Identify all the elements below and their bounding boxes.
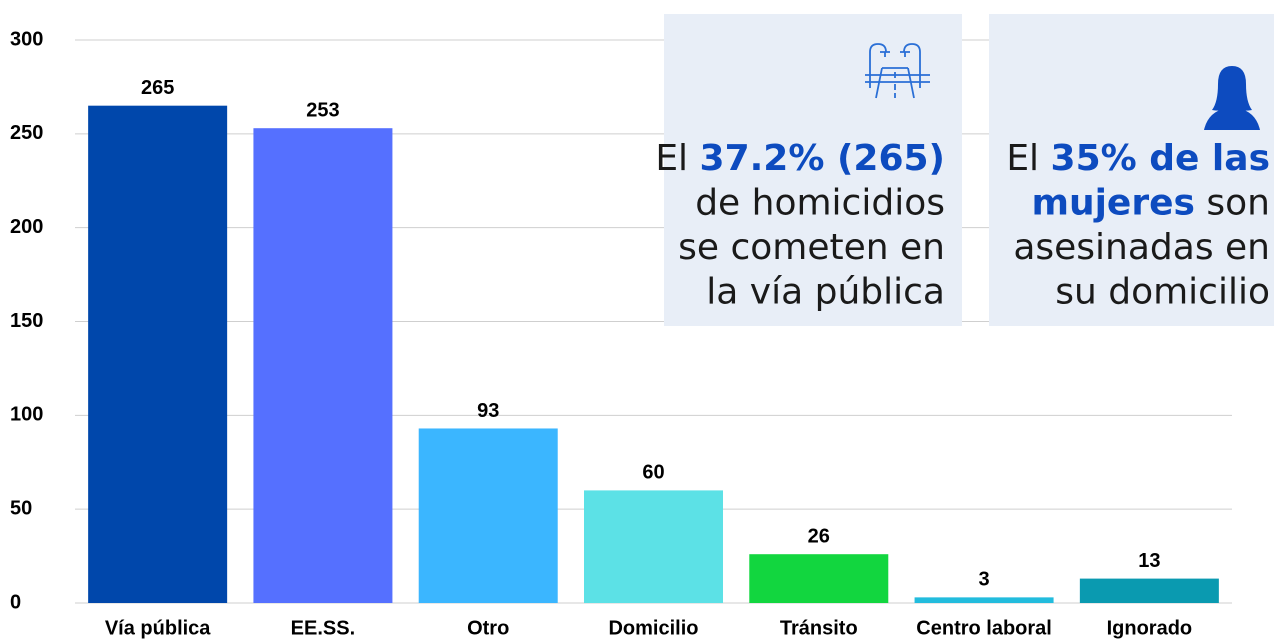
value-label: 3 [979, 569, 990, 591]
y-tick-label: 300 [10, 28, 43, 50]
annotation-text: son [1195, 183, 1270, 224]
annotation-text: 35% de las [1051, 138, 1270, 179]
annotation-line: se cometen en [678, 227, 945, 268]
x-tick-label: Ignorado [1107, 617, 1193, 639]
annotation-text: la vía pública [706, 272, 945, 313]
woman-icon [1204, 66, 1260, 130]
annotation-line: El 35% de las [1006, 138, 1270, 179]
annotation-line: de homicidios [695, 183, 945, 224]
grid [75, 39, 1232, 604]
bar [914, 597, 1054, 603]
bar [1079, 578, 1219, 603]
bar [749, 554, 889, 603]
value-label: 93 [477, 400, 499, 422]
x-tick-label: Tránsito [780, 617, 858, 639]
annotation-box [664, 14, 962, 326]
value-label: 13 [1138, 550, 1160, 572]
annotation-box [989, 14, 1274, 326]
bar [253, 128, 393, 603]
x-tick-label: Centro laboral [916, 617, 1052, 639]
annotation-text: El [1006, 138, 1050, 179]
annotation-text: mujeres [1031, 183, 1195, 224]
annotation-text: de homicidios [695, 183, 945, 224]
value-label: 265 [141, 77, 174, 99]
y-tick-label: 250 [10, 122, 43, 144]
value-label: 253 [306, 99, 339, 121]
y-tick-label: 200 [10, 216, 43, 238]
annotation-line: mujeres son [1031, 183, 1270, 224]
annotation-line: asesinadas en [1013, 227, 1270, 268]
x-tick-label: Vía pública [105, 617, 211, 639]
road-icon [865, 43, 930, 99]
annotation-text: su domicilio [1055, 272, 1270, 313]
annotation-text: El [655, 138, 699, 179]
bar [584, 490, 723, 603]
bar [88, 105, 228, 603]
y-tick-label: 150 [10, 310, 43, 332]
y-tick-label: 50 [10, 497, 32, 519]
x-tick-label: Domicilio [608, 617, 698, 639]
annotation-line: El 37.2% (265) [655, 138, 945, 179]
annotation-text: se cometen en [678, 227, 945, 268]
bar [418, 428, 558, 603]
annotation-line: su domicilio [1055, 272, 1270, 313]
annotation-line: la vía pública [706, 272, 945, 313]
x-tick-label: EE.SS. [291, 617, 355, 639]
annotation-text: 37.2% (265) [700, 138, 945, 179]
y-tick-label: 0 [10, 591, 21, 613]
x-tick-label: Otro [467, 617, 509, 639]
annotation-text: asesinadas en [1013, 227, 1270, 268]
y-tick-label: 100 [10, 404, 43, 426]
value-label: 60 [642, 462, 664, 484]
value-label: 26 [808, 525, 830, 547]
